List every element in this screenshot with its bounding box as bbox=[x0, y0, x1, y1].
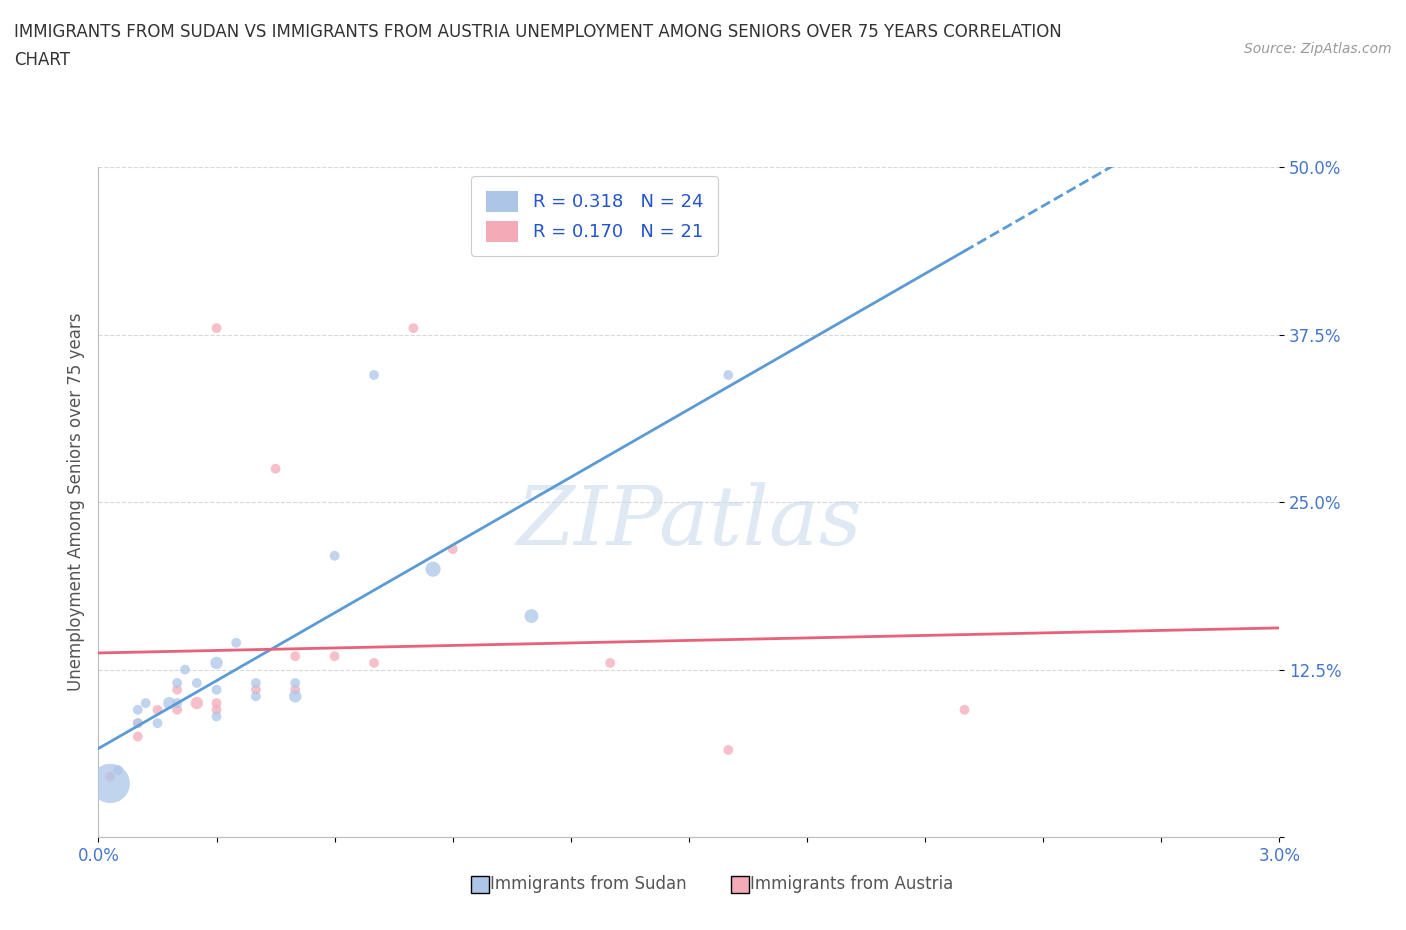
Point bbox=[205, 656, 228, 671]
Point bbox=[166, 702, 188, 717]
Point bbox=[284, 683, 307, 698]
Text: ZIPatlas: ZIPatlas bbox=[516, 483, 862, 563]
Text: Source: ZipAtlas.com: Source: ZipAtlas.com bbox=[1244, 42, 1392, 56]
Point bbox=[245, 675, 267, 690]
Text: IMMIGRANTS FROM SUDAN VS IMMIGRANTS FROM AUSTRIA UNEMPLOYMENT AMONG SENIORS OVER: IMMIGRANTS FROM SUDAN VS IMMIGRANTS FROM… bbox=[14, 23, 1062, 41]
Text: Immigrants from Sudan: Immigrants from Sudan bbox=[491, 875, 686, 894]
Point bbox=[323, 549, 346, 564]
Point bbox=[284, 675, 307, 690]
Point bbox=[520, 608, 543, 623]
Point bbox=[323, 649, 346, 664]
Point bbox=[205, 709, 228, 724]
Point bbox=[363, 367, 385, 382]
Legend: R = 0.318   N = 24, R = 0.170   N = 21: R = 0.318 N = 24, R = 0.170 N = 21 bbox=[471, 177, 717, 256]
Point bbox=[157, 696, 180, 711]
Point bbox=[166, 675, 188, 690]
Point bbox=[135, 696, 157, 711]
Point bbox=[363, 656, 385, 671]
Point bbox=[166, 696, 188, 711]
Point bbox=[98, 776, 121, 790]
Point bbox=[146, 716, 169, 731]
Point bbox=[422, 562, 444, 577]
Point bbox=[717, 367, 740, 382]
Point bbox=[284, 649, 307, 664]
Point bbox=[98, 769, 121, 784]
Point bbox=[127, 729, 149, 744]
Point bbox=[127, 716, 149, 731]
Point bbox=[599, 656, 621, 671]
Point bbox=[717, 742, 740, 757]
Y-axis label: Unemployment Among Seniors over 75 years: Unemployment Among Seniors over 75 years bbox=[66, 313, 84, 691]
Point bbox=[186, 696, 208, 711]
Point bbox=[127, 702, 149, 717]
Point bbox=[205, 683, 228, 698]
Point bbox=[205, 321, 228, 336]
Point bbox=[245, 689, 267, 704]
Text: CHART: CHART bbox=[14, 51, 70, 69]
Point bbox=[205, 702, 228, 717]
Point bbox=[441, 541, 464, 556]
Point bbox=[174, 662, 197, 677]
Point bbox=[186, 675, 208, 690]
Point bbox=[107, 763, 129, 777]
Point bbox=[166, 683, 188, 698]
Point bbox=[146, 702, 169, 717]
Point bbox=[953, 702, 976, 717]
Point bbox=[402, 321, 425, 336]
Text: Immigrants from Austria: Immigrants from Austria bbox=[749, 875, 953, 894]
Point bbox=[264, 461, 287, 476]
Point bbox=[245, 683, 267, 698]
Point bbox=[205, 696, 228, 711]
Point bbox=[127, 716, 149, 731]
Point bbox=[225, 635, 247, 650]
Point bbox=[284, 689, 307, 704]
